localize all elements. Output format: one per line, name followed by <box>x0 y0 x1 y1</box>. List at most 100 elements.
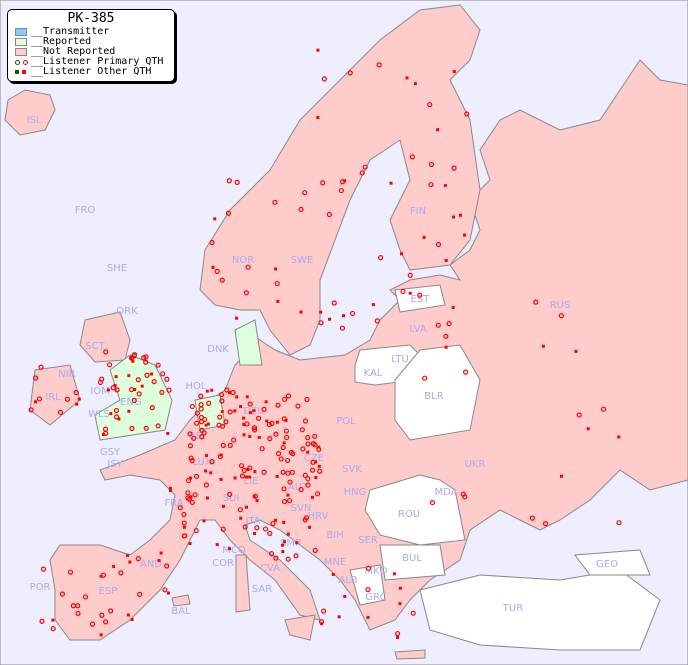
georgia <box>574 549 651 576</box>
listener-other-qth <box>188 476 192 480</box>
listener-other-qth <box>239 516 243 520</box>
listener-other-qth <box>458 213 462 217</box>
listener-other-qth <box>286 493 290 497</box>
listener-primary-qth <box>410 610 416 616</box>
listener-primary-qth <box>238 463 245 469</box>
listener-primary-qth <box>199 427 205 433</box>
listener-other-qth <box>541 344 545 348</box>
listener-primary-qth <box>558 313 564 319</box>
listener-primary-qth <box>338 187 344 194</box>
listener-primary-qth <box>320 180 326 186</box>
listener-other-qth <box>140 384 144 388</box>
listener-primary-qth <box>302 472 308 478</box>
listener-primary-qth <box>302 517 308 523</box>
listener-other-qth <box>275 474 279 478</box>
listener-primary-qth <box>281 416 287 422</box>
listener-primary-qth <box>230 389 236 396</box>
listener-primary-qth <box>576 412 582 418</box>
listener-primary-qth <box>64 396 71 402</box>
listener-primary-qth <box>118 570 124 576</box>
country-label-swe: SWE <box>291 255 314 266</box>
listener-primary-qth <box>268 551 275 557</box>
legend-label: __Not Reported <box>31 46 116 57</box>
listener-other-qth <box>331 572 335 576</box>
legend-not-reported: __Not Reported <box>8 47 174 57</box>
listener-other-qth <box>189 495 193 499</box>
listener-primary-qth <box>32 375 39 381</box>
country-label-mco: MCO <box>222 545 246 556</box>
listener-primary-qth <box>310 441 316 447</box>
listener-primary-qth <box>300 446 306 452</box>
listener-other-qth <box>126 613 130 617</box>
listener-other-qth <box>228 391 232 395</box>
listener-primary-qth <box>160 371 166 377</box>
sicily <box>284 614 316 641</box>
listener-primary-qth <box>36 396 43 402</box>
listener-other-qth <box>127 409 131 413</box>
listener-primary-qth <box>243 290 249 296</box>
country-label-irl: IRL <box>45 392 61 403</box>
listener-primary-qth <box>377 255 384 261</box>
listener-other-qth <box>51 618 55 622</box>
not-reported-swatch <box>15 48 27 56</box>
listener-primary-qth <box>155 362 161 368</box>
country-label-blr: BLR <box>424 391 443 402</box>
country-label-kal: KAL <box>364 368 383 379</box>
listener-primary-qth <box>616 520 622 526</box>
listener-primary-qth <box>50 626 56 632</box>
reported-swatch <box>15 38 27 46</box>
country-label-grc: GRC <box>365 592 386 603</box>
listener-other-qth <box>395 635 399 639</box>
country-label-alb: ALB <box>338 575 357 586</box>
listener-other-qth <box>252 409 256 413</box>
country-label-isl: ISL <box>27 115 42 126</box>
listener-other-qth <box>233 476 237 480</box>
listener-other-qth <box>112 564 116 568</box>
listener-other-qth <box>253 532 257 536</box>
listener-primary-qth <box>298 486 304 493</box>
listener-other-qth <box>129 356 133 360</box>
listener-primary-qth <box>177 505 183 511</box>
listener-primary-qth <box>110 385 116 391</box>
listener-primary-qth <box>202 416 208 423</box>
country-label-fin: FIN <box>410 206 426 217</box>
country-label-hol: HOL <box>186 381 207 392</box>
romania <box>364 474 466 546</box>
listener-primary-qth <box>38 364 44 370</box>
listener-primary-qth <box>278 456 284 462</box>
listener-primary-qth <box>242 524 248 530</box>
listener-primary-qth <box>231 437 237 443</box>
listener-primary-qth <box>206 400 212 406</box>
country-label-cor: COR <box>212 558 234 569</box>
listener-other-qth <box>168 486 172 490</box>
denmark-reported <box>234 319 263 366</box>
listener-primary-qth <box>225 210 232 216</box>
listener-other-qth <box>77 397 81 401</box>
listener-primary-qth <box>275 402 281 408</box>
listener-primary-qth <box>446 321 452 327</box>
listener-primary-qth <box>270 520 276 527</box>
balearics <box>171 594 191 607</box>
listener-other-qth <box>398 602 402 606</box>
listener-primary-qth <box>462 369 469 375</box>
legend-transmitter: __Transmitter <box>8 27 174 37</box>
listener-other-qth <box>319 310 323 314</box>
listener-other-qth <box>204 469 208 473</box>
iceland <box>4 89 56 136</box>
listener-other-qth <box>109 412 113 416</box>
listener-primary-qth <box>182 533 188 539</box>
listener-primary-qth <box>131 397 137 404</box>
country-label-mne: MNE <box>324 557 346 568</box>
listener-other-qth <box>127 374 131 378</box>
listener-primary-qth <box>298 206 304 213</box>
listener-primary-qth <box>144 372 150 378</box>
listener-primary-qth <box>362 164 368 170</box>
listener-primary-qth <box>194 420 200 426</box>
listener-primary-qth <box>191 435 197 441</box>
country-label-rus: RUS <box>550 300 571 311</box>
listener-primary-qth <box>280 444 286 451</box>
listener-primary-qth <box>227 442 233 448</box>
listener-primary-qth <box>288 449 295 455</box>
listener-other-qth <box>182 525 186 529</box>
country-label-sui: SUI <box>223 493 240 504</box>
